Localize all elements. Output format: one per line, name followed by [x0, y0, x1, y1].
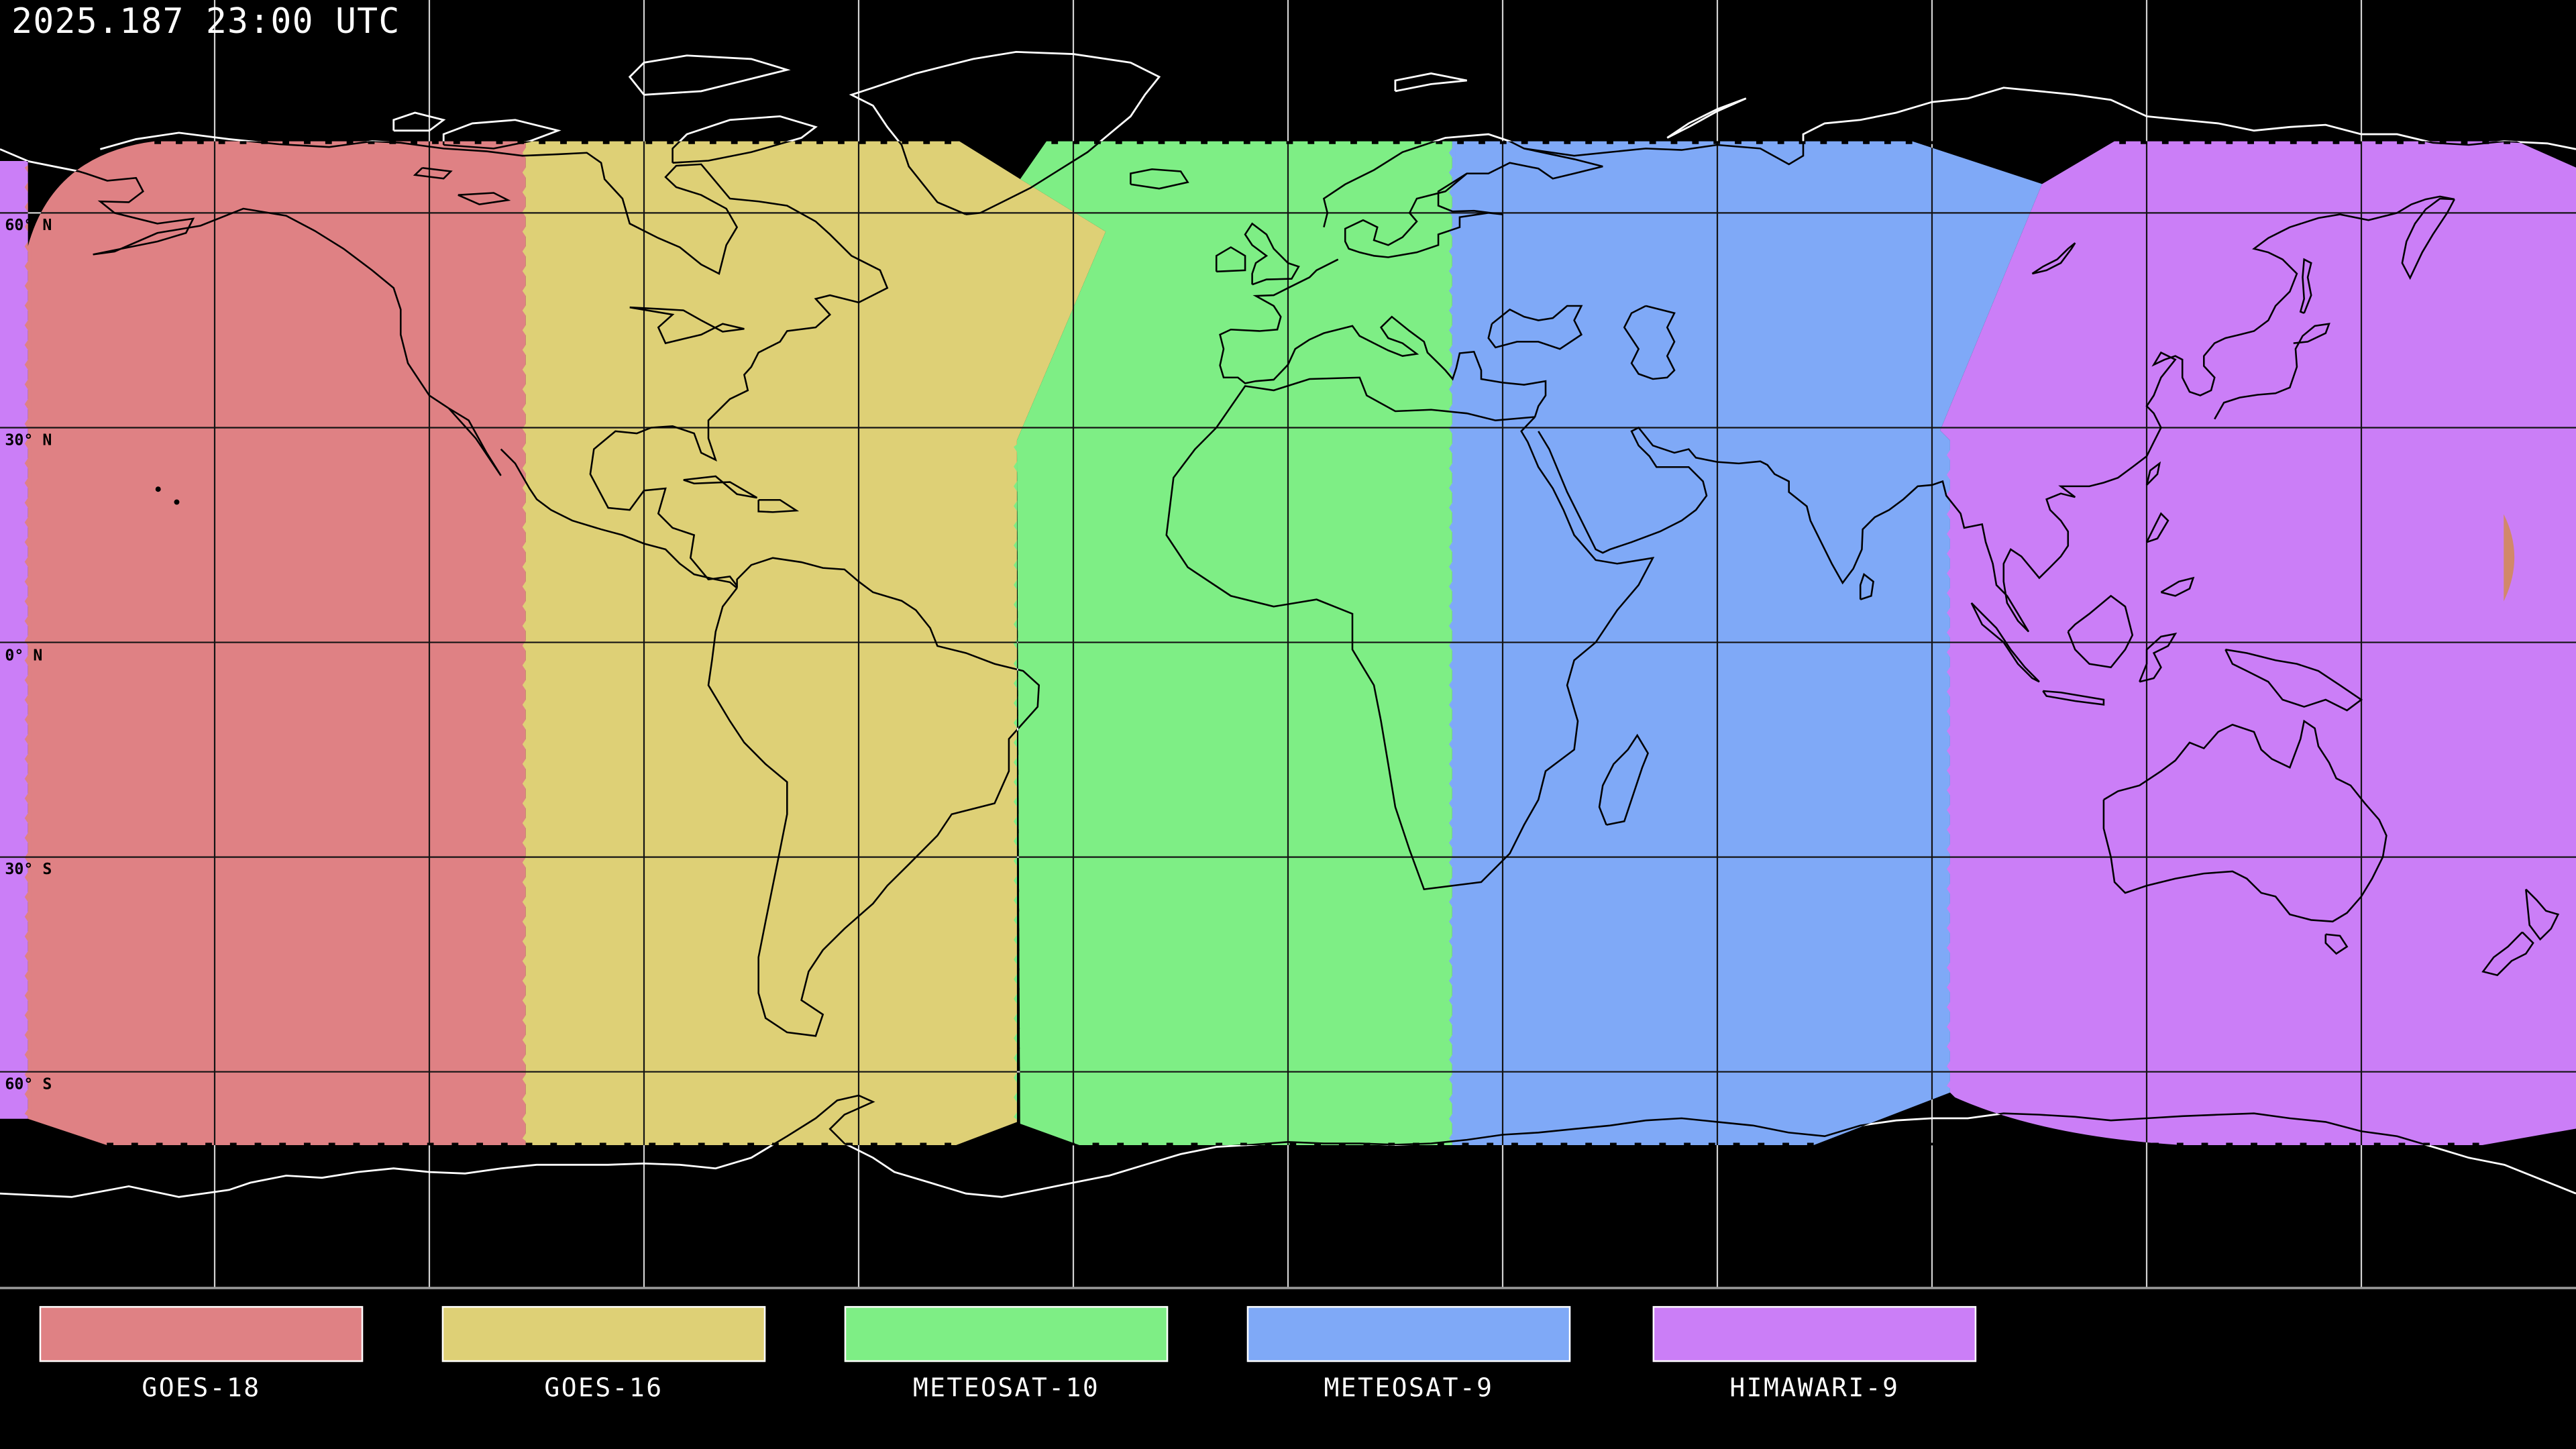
seam-jagged	[24, 162, 32, 1119]
coverage-region-himawari-9	[1940, 141, 2576, 1145]
legend-label: GOES-16	[544, 1373, 663, 1403]
seam-jagged	[1947, 441, 1953, 1091]
latitude-label: 60° S	[5, 1075, 52, 1094]
legend-label: GOES-18	[142, 1373, 261, 1403]
coverage-region-goes-16	[525, 141, 1106, 1145]
legend-label: METEOSAT-9	[1324, 1373, 1494, 1403]
timestamp: 2025.187 23:00 UTC	[11, 1, 400, 42]
coverage-region-goes-18	[28, 141, 526, 1145]
seam-jagged	[522, 143, 529, 1144]
coverage-region-himawari-9-wrap	[0, 161, 28, 1119]
legend-label: HIMAWARI-9	[1729, 1373, 1900, 1403]
latitude-label: 30° N	[5, 431, 52, 450]
seam-jagged	[1449, 143, 1456, 1144]
coastlines-over-map	[0, 141, 2576, 1145]
legend-swatch-goes-16	[441, 1305, 766, 1362]
latitude-label: 30° S	[5, 861, 52, 879]
coverage-region-meteosat-9	[1452, 141, 2043, 1145]
legend-swatch-goes-18	[39, 1305, 364, 1362]
legend-swatch-meteosat-10	[844, 1305, 1169, 1362]
gridlines-over-map	[0, 141, 2576, 1145]
legend-label: METEOSAT-10	[912, 1373, 1100, 1403]
coverage-regions	[0, 141, 2576, 1145]
latitude-label: 60° N	[5, 217, 52, 235]
latitude-label: 0° N	[5, 646, 43, 665]
anomaly-crescent	[2504, 514, 2515, 602]
legend-swatch-himawari-9	[1652, 1305, 1977, 1362]
legend-swatch-meteosat-9	[1246, 1305, 1571, 1362]
coverage-region-meteosat-10	[1016, 141, 1452, 1145]
